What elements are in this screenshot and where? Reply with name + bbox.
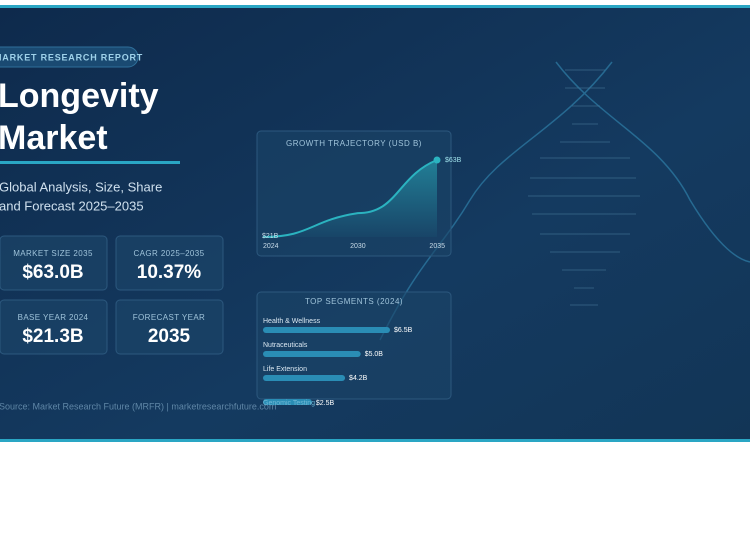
segment-label: Life Extension [263,366,307,373]
bottom-border [0,439,750,442]
top-border [0,5,750,8]
growth-line [262,159,438,238]
subtitle: Global Analysis, Size, Share [0,179,162,194]
segment-bar [263,399,312,405]
stat-card [0,299,108,355]
growth-x-tick-label: 2035 [429,243,445,250]
growth-x-tick-label: 2030 [350,243,366,250]
badge-pill [0,46,139,68]
stat-label: FORECAST YEAR [133,313,205,322]
segment-value-label: $5.0B [365,351,384,358]
growth-value-label: $63B [445,157,462,164]
stat-card [0,235,108,291]
stat-value: 2035 [148,326,191,347]
subtitle: and Forecast 2025–2035 [0,198,144,213]
stat-value: $63.0B [22,262,83,283]
segment-label: Genomic Testing [263,400,315,407]
segments-title: TOP SEGMENTS (2024) [305,297,403,306]
source: Source: Market Research Future (MRFR) | … [0,401,276,411]
segment-bar [263,375,346,381]
segment-bar [263,351,361,357]
title-underline [0,161,180,164]
badge: MARKET RESEARCH REPORT [0,52,143,62]
growth-title: GROWTH TRAJECTORY (USD B) [286,139,422,148]
stat-value: $21.3B [22,326,83,347]
segment-value-label: $6.5B [394,327,413,334]
segment-bar [263,327,390,333]
stat-label: BASE YEAR 2024 [18,313,89,322]
stat-label: CAGR 2025–2035 [134,249,205,258]
segment-value-label: $2.5B [316,400,335,407]
segment-label: Nutraceuticals [263,342,308,349]
segment-value-label: $4.2B [349,375,368,382]
stat-value: 10.37% [137,262,202,283]
stat-label: MARKET SIZE 2035 [13,249,93,258]
stat-card [115,299,224,355]
title: Longevity [0,77,159,115]
growth-x-tick-label: 2024 [263,243,279,250]
segments-panel [256,291,452,400]
dna-helix [379,61,750,341]
growth-area [263,160,437,237]
segment-label: Health & Wellness [263,318,321,325]
growth-value-label: $21B [262,233,279,240]
title: Market [0,119,108,157]
stat-card [115,235,224,291]
growth-end-dot [433,156,441,164]
